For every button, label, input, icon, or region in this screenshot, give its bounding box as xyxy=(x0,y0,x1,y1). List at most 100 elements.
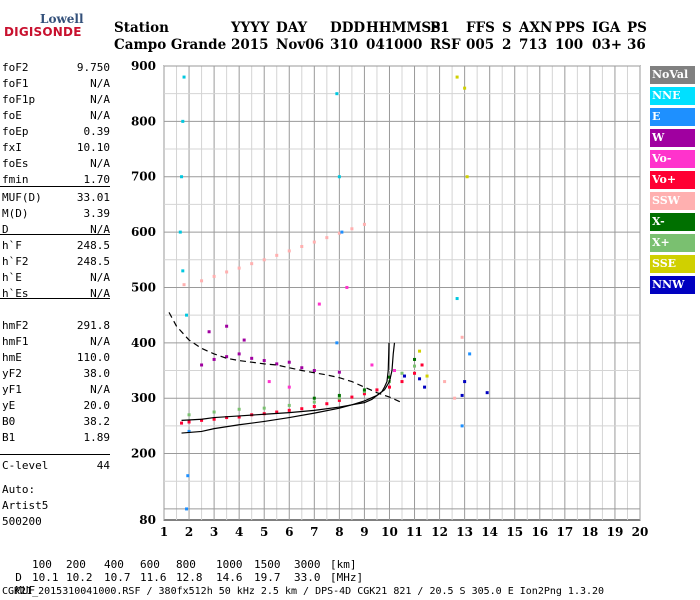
legend-item-x-: X+ xyxy=(650,234,695,252)
data-point xyxy=(337,398,341,402)
param-value: 1.89 xyxy=(83,431,111,444)
data-point xyxy=(418,377,422,381)
footer-muf-row: MUF xyxy=(2,571,35,597)
param-row-hme: hmE 110.0 xyxy=(2,350,110,366)
data-point xyxy=(362,392,366,396)
value-day: Nov06 xyxy=(276,37,324,53)
x-tick-label: 2 xyxy=(185,525,193,539)
data-point xyxy=(345,285,349,289)
data-point xyxy=(200,363,204,367)
param-row-h-f2: h`F2 248.5 xyxy=(2,254,110,270)
param-value: 20.0 xyxy=(83,399,111,412)
param-row-h-f: h`F 248.5 xyxy=(2,238,110,254)
data-point xyxy=(300,244,304,248)
data-point xyxy=(413,357,417,361)
y-tick-label: 700 xyxy=(131,170,156,184)
data-point xyxy=(187,429,191,433)
legend-item-noval: NoVal xyxy=(650,66,695,84)
param-value: N/A xyxy=(90,335,110,348)
data-point xyxy=(200,418,204,422)
data-point xyxy=(182,283,186,287)
footer-muf-value: 10.1 xyxy=(32,571,59,584)
data-point xyxy=(180,421,184,425)
value-iga: 03+ xyxy=(592,37,623,53)
data-point xyxy=(387,375,391,379)
data-point xyxy=(335,92,339,96)
data-point xyxy=(225,324,229,328)
x-tick-label: 11 xyxy=(406,525,423,539)
x-tick-label: 5 xyxy=(260,525,268,539)
data-point xyxy=(460,335,464,339)
param-value: N/A xyxy=(90,157,110,170)
data-point xyxy=(180,175,184,179)
data-point xyxy=(275,253,279,257)
value-axn: 713 xyxy=(519,37,548,53)
param-label: B1 xyxy=(2,431,16,444)
logo-lowell-text: Lowell xyxy=(40,12,84,26)
data-point xyxy=(186,474,190,478)
data-point xyxy=(275,362,279,366)
param-value: N/A xyxy=(90,109,110,122)
data-point xyxy=(312,396,316,400)
data-point xyxy=(250,262,254,266)
value-pps: 100 xyxy=(555,37,584,53)
header-s: S xyxy=(502,20,512,36)
param-label: M(D) xyxy=(2,207,29,220)
data-point xyxy=(350,395,354,399)
data-point xyxy=(392,369,396,373)
footer-d-value: 3000 xyxy=(294,558,321,571)
data-point xyxy=(387,380,391,384)
data-point xyxy=(212,410,216,414)
param-label: D xyxy=(2,223,9,236)
param-row-m-d-: M(D) 3.39 xyxy=(2,206,110,222)
param-label: h`E xyxy=(2,271,22,284)
data-point xyxy=(423,385,427,389)
legend-item-vo-: Vo- xyxy=(650,150,695,168)
param-label: yE xyxy=(2,399,16,412)
param-row-h-e: h`E N/A xyxy=(2,270,110,286)
scaling-version-label: 500200 xyxy=(2,515,42,528)
x-tick-label: 13 xyxy=(456,525,473,539)
param-value: N/A xyxy=(90,287,110,300)
data-point xyxy=(350,227,354,231)
data-point xyxy=(275,410,279,414)
param-separator xyxy=(0,298,110,299)
data-point xyxy=(287,408,291,412)
value-p1: RSF xyxy=(430,37,461,53)
x-tick-label: 3 xyxy=(210,525,218,539)
x-tick-label: 12 xyxy=(431,525,448,539)
param-row-muf-d-: MUF(D) 33.01 xyxy=(2,190,110,206)
header-iga: IGA xyxy=(592,20,621,36)
data-point xyxy=(337,393,341,397)
data-point xyxy=(455,297,459,301)
header-ps: PS xyxy=(627,20,647,36)
data-point xyxy=(225,416,229,420)
param-label: h`F2 xyxy=(2,255,29,268)
data-point xyxy=(250,413,254,417)
param-value: N/A xyxy=(90,271,110,284)
x-tick-label: 1 xyxy=(160,525,168,539)
data-point xyxy=(287,385,291,389)
param-row-fof1p: foF1p N/A xyxy=(2,92,110,108)
param-row-hmf2: hmF2 291.8 xyxy=(2,318,110,334)
footer-muf-value: 10.7 xyxy=(104,571,131,584)
footer-d-value: 600 xyxy=(140,558,160,571)
data-point xyxy=(300,366,304,370)
data-point xyxy=(262,406,266,410)
param-label: h`F xyxy=(2,239,22,252)
param-row-foes: foEs N/A xyxy=(2,156,110,172)
param-row-foe: foE N/A xyxy=(2,108,110,124)
param-row-fmin: fmin 1.70 xyxy=(2,172,110,188)
param-value: 1.70 xyxy=(83,173,111,186)
data-point xyxy=(287,249,291,253)
data-point xyxy=(237,415,241,419)
footer-muf-value: 33.0 xyxy=(294,571,321,584)
param-row-fxi: fxI 10.10 xyxy=(2,140,110,156)
data-point xyxy=(485,391,489,395)
param-value: N/A xyxy=(90,77,110,90)
footer-d-value: 200 xyxy=(66,558,86,571)
x-tick-label: 14 xyxy=(481,525,498,539)
data-point xyxy=(237,352,241,356)
data-point xyxy=(267,380,271,384)
param-row-foep: foEp 0.39 xyxy=(2,124,110,140)
